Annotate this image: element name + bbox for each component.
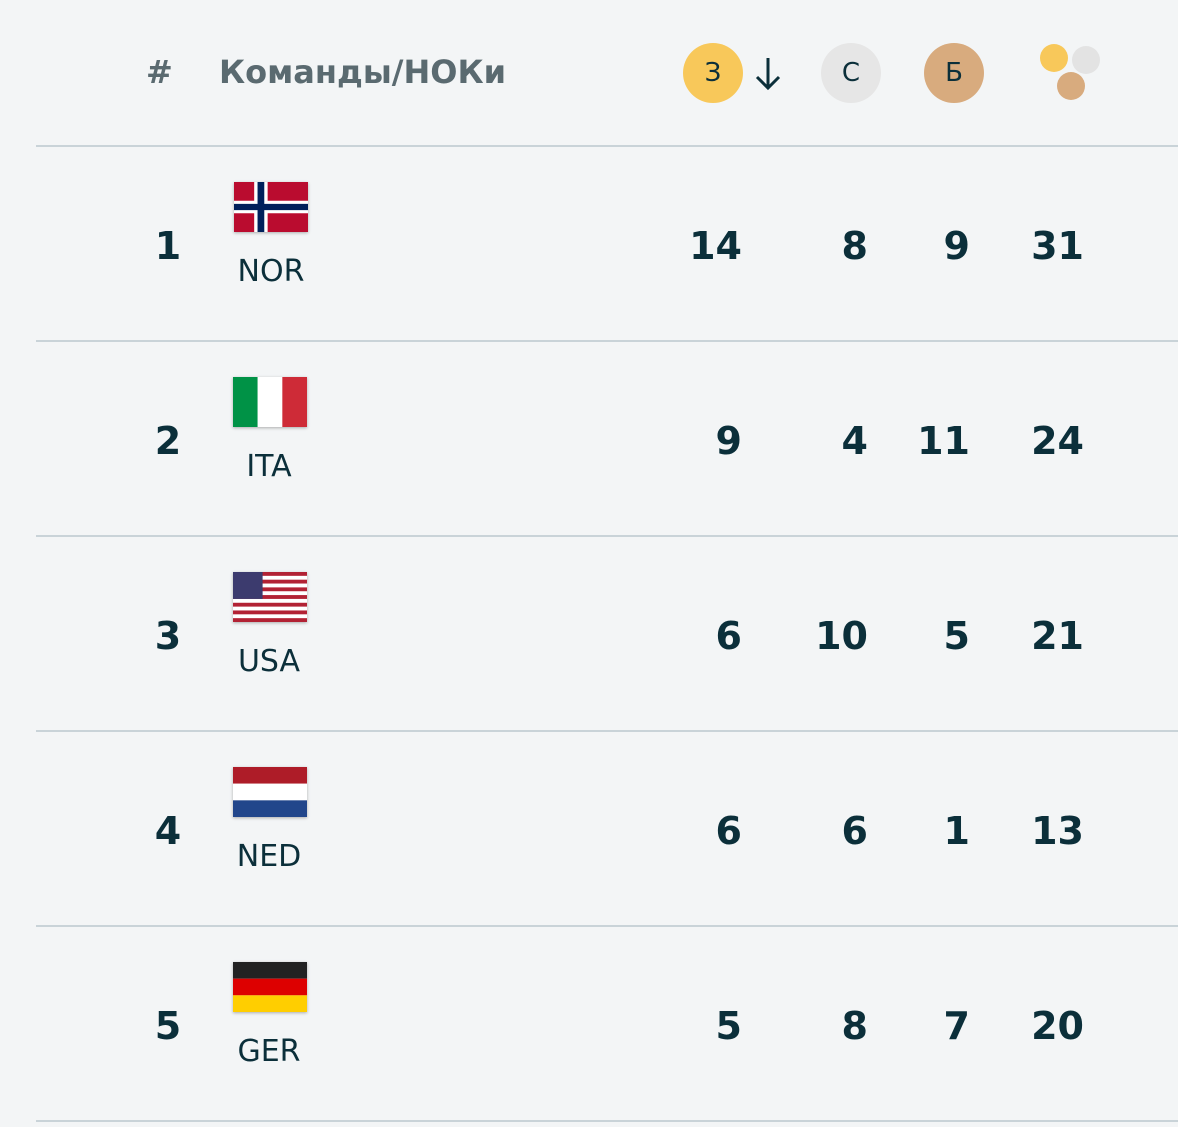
divider <box>36 535 1178 537</box>
country-code: ITA <box>246 449 292 484</box>
total-count: 21 <box>1031 614 1084 658</box>
bronze-count: 7 <box>943 1004 970 1048</box>
total-count: 24 <box>1031 419 1084 463</box>
divider <box>36 925 1178 927</box>
country-code: NED <box>236 839 302 874</box>
table-row[interactable]: 4 NED 6 6 1 13 <box>0 731 1178 926</box>
gold-count: 6 <box>715 614 742 658</box>
silver-count: 6 <box>841 809 868 853</box>
bronze-count: 1 <box>943 809 970 853</box>
table-row[interactable]: 5 GER 5 8 7 20 <box>0 926 1178 1121</box>
rank: 5 <box>154 1004 182 1048</box>
flag <box>233 377 307 427</box>
country-code: GER <box>237 1034 301 1069</box>
flag <box>234 182 308 232</box>
sort-arrow <box>755 58 781 91</box>
bronze-header[interactable]: Б <box>924 43 984 103</box>
bronze-count: 5 <box>943 614 970 658</box>
country-code: USA <box>237 644 301 679</box>
flag <box>233 572 307 622</box>
country-code: NOR <box>237 254 305 289</box>
divider <box>36 1120 1178 1122</box>
rank: 3 <box>154 614 182 658</box>
total-header-icon[interactable] <box>1036 40 1106 106</box>
divider <box>36 730 1178 732</box>
gold-count: 6 <box>715 809 742 853</box>
gold-count: 14 <box>689 224 742 268</box>
silver-count: 8 <box>841 224 868 268</box>
silver-header[interactable]: С <box>821 43 881 103</box>
total-count: 13 <box>1031 809 1084 853</box>
bronze-count: 11 <box>917 419 970 463</box>
rank: 1 <box>154 224 182 268</box>
divider <box>36 145 1178 147</box>
gold-header[interactable]: З <box>683 43 743 103</box>
gold-count: 5 <box>715 1004 742 1048</box>
silver-count: 4 <box>841 419 868 463</box>
gold-count: 9 <box>715 419 742 463</box>
rank: 2 <box>154 419 182 463</box>
total-count: 31 <box>1031 224 1084 268</box>
rank-header[interactable]: # <box>146 53 173 91</box>
silver-count: 8 <box>841 1004 868 1048</box>
divider <box>36 340 1178 342</box>
table-row[interactable]: 3 USA 6 10 5 21 <box>0 536 1178 731</box>
flag <box>233 767 307 817</box>
silver-count: 10 <box>815 614 868 658</box>
rank: 4 <box>154 809 182 853</box>
total-count: 20 <box>1031 1004 1084 1048</box>
table-row[interactable]: 1 NOR 14 8 9 31 <box>0 146 1178 341</box>
flag <box>233 962 307 1012</box>
team-header[interactable]: Команды/НОКи <box>219 53 507 91</box>
table-row[interactable]: 2 ITA 9 4 11 24 <box>0 341 1178 536</box>
bronze-count: 9 <box>943 224 970 268</box>
